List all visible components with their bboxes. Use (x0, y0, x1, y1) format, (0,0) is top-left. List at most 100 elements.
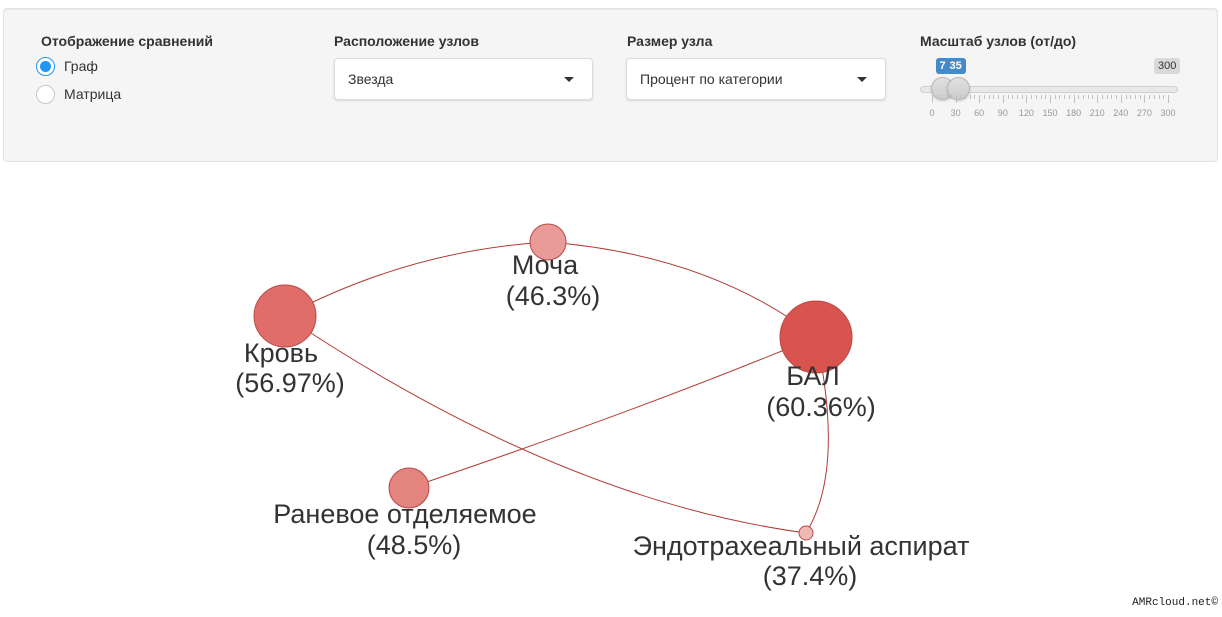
slider-tick-label: 90 (997, 108, 1008, 118)
slider-tick (1130, 95, 1132, 99)
edge-ranevoe-bal (408, 336, 817, 489)
slider-tick (998, 95, 1000, 99)
slider-tick (1092, 95, 1094, 99)
slider-tick-label: 0 (929, 108, 935, 118)
display-mode-label: Отображение сравнений (41, 33, 214, 49)
scale-ticks (932, 95, 1169, 103)
slider-tick-label: 240 (1113, 108, 1129, 118)
node-bal-pct: (60.36%) (766, 392, 876, 422)
slider-tick (1068, 95, 1070, 99)
chevron-down-icon (857, 77, 867, 82)
slider-tick-label: 180 (1066, 108, 1082, 118)
watermark: AMRcloud.net© (1132, 597, 1218, 609)
controls-panel (3, 8, 1218, 162)
scale-to-badge: 35 (945, 58, 966, 74)
slider-tick (1139, 95, 1141, 99)
node-endo-name: Эндотрахеальный аспират (633, 531, 970, 561)
radio-matrix-button[interactable] (36, 84, 55, 104)
slider-tick (1097, 95, 1099, 103)
slider-tick-label: 300 (1160, 108, 1176, 118)
slider-tick (1073, 95, 1075, 103)
node-size-select-value: Процент по категории (640, 71, 783, 87)
layout-select[interactable]: Звезда (334, 58, 593, 100)
slider-tick (988, 95, 990, 99)
slider-tick (1045, 95, 1047, 99)
slider-tick (979, 95, 981, 103)
node-ranevoe[interactable] (388, 467, 430, 509)
slider-tick (1120, 95, 1122, 103)
slider-tick-label: 150 (1042, 108, 1058, 118)
slider-tick-label: 30 (950, 108, 961, 118)
slider-tick (1101, 95, 1103, 99)
node-endo-pct: (37.4%) (763, 561, 858, 591)
slider-tick (941, 95, 943, 99)
radio-matrix[interactable]: Матрица (36, 84, 121, 104)
node-bal-name: БАЛ (786, 361, 839, 391)
slider-tick (946, 95, 948, 99)
slider-tick (969, 95, 971, 99)
slider-tick (1050, 95, 1051, 103)
radio-graph[interactable]: Граф (36, 56, 98, 76)
slider-tick (1168, 95, 1169, 103)
node-krov-pct: (56.97%) (235, 368, 345, 398)
slider-tick (1163, 95, 1165, 99)
scale-label: Масштаб узлов (от/до) (920, 33, 1077, 49)
edge-krov-mocha (284, 241, 549, 317)
slider-tick (974, 95, 976, 99)
node-ranevoe-pct: (48.5%) (367, 530, 462, 560)
node-endo[interactable] (798, 525, 814, 541)
slider-tick (983, 95, 985, 99)
chevron-down-icon (564, 77, 574, 82)
node-krov-name: Кровь (244, 338, 318, 368)
radio-graph-button[interactable] (36, 56, 55, 76)
node-ranevoe-name: Раневое отделяемое (273, 499, 536, 529)
slider-tick (1083, 95, 1085, 99)
slider-tick (1125, 95, 1127, 99)
slider-tick (936, 95, 938, 99)
scale-slider-track[interactable] (920, 86, 1178, 93)
radio-graph-label: Граф (64, 58, 98, 74)
node-mocha[interactable] (529, 223, 567, 261)
layout-label: Расположение узлов (334, 33, 479, 49)
layout-select-value: Звезда (348, 71, 394, 87)
slider-tick (1149, 95, 1151, 99)
slider-tick (1059, 95, 1061, 99)
slider-tick (1116, 95, 1118, 99)
radio-matrix-label: Матрица (64, 86, 122, 102)
slider-tick-label: 120 (1018, 108, 1034, 118)
slider-tick-label: 270 (1136, 108, 1152, 118)
slider-tick (1026, 95, 1028, 103)
slider-tick (1134, 95, 1136, 99)
slider-tick (960, 95, 962, 99)
node-krov[interactable] (253, 284, 317, 348)
slider-tick (955, 95, 957, 103)
slider-tick (950, 95, 952, 99)
slider-tick-label: 210 (1089, 108, 1105, 118)
slider-tick (1153, 95, 1155, 99)
graph-labels: Моча (46.3%) Кровь (56.97%) БАЛ (60.36%)… (235, 250, 969, 591)
slider-tick (1078, 95, 1080, 99)
node-mocha-pct: (46.3%) (506, 281, 601, 311)
slider-tick (1021, 95, 1023, 99)
slider-tick (1016, 95, 1018, 99)
slider-tick (1031, 95, 1033, 99)
slider-tick (1064, 95, 1066, 99)
slider-tick (1087, 95, 1089, 99)
slider-tick (1012, 95, 1014, 99)
edge-krov-endo (284, 315, 807, 534)
slider-tick (932, 95, 933, 103)
slider-tick (1002, 95, 1004, 103)
slider-tick (1158, 95, 1160, 99)
slider-tick (1040, 95, 1042, 99)
node-size-select[interactable]: Процент по категории (626, 58, 886, 100)
scale-max-badge: 300 (1154, 58, 1181, 74)
slider-tick (1106, 95, 1108, 99)
slider-tick-label: 60 (974, 108, 985, 118)
scale-to-handle[interactable] (946, 77, 970, 100)
node-bal[interactable] (779, 300, 853, 374)
slider-tick (1035, 95, 1037, 99)
slider-tick (1111, 95, 1113, 99)
node-size-label: Размер узла (627, 33, 713, 49)
node-mocha-name: Моча (512, 250, 579, 280)
slider-tick (993, 95, 995, 99)
